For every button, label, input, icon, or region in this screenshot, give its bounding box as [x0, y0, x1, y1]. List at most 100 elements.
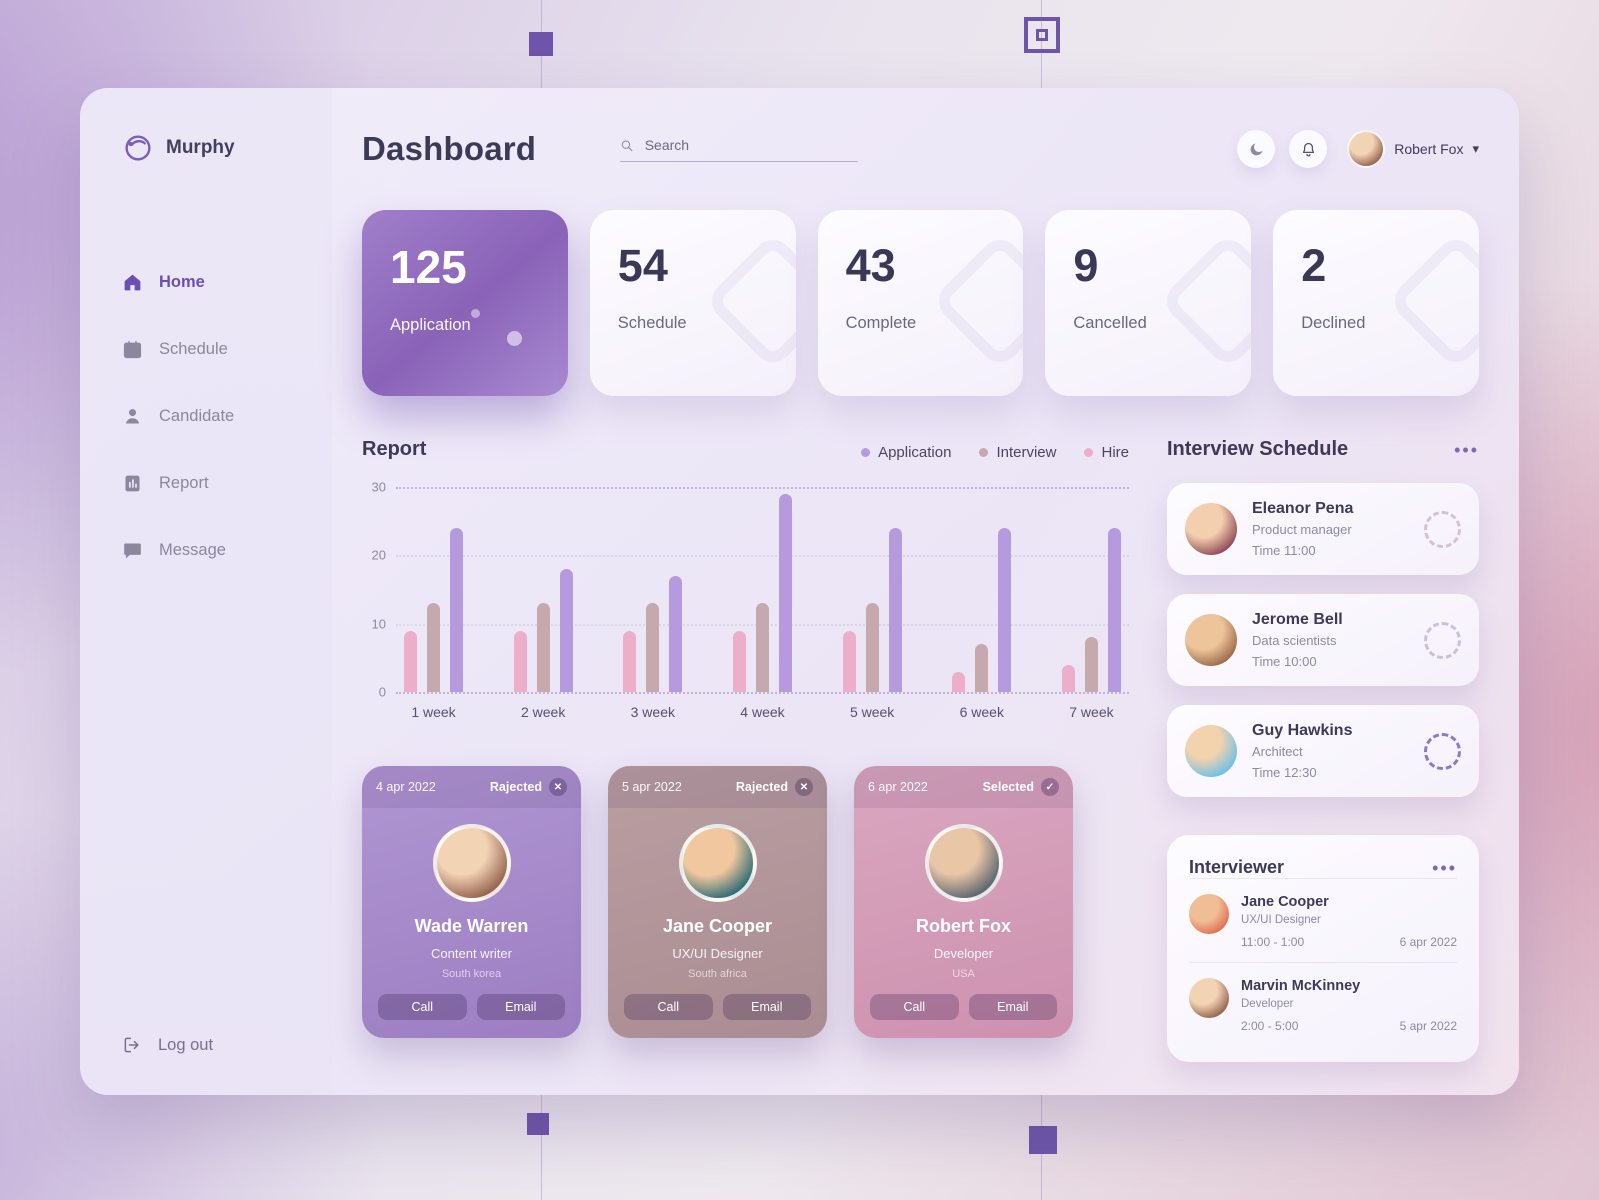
chart-legend: Application Interview Hire — [861, 444, 1129, 461]
sidebar-item-message[interactable]: Message — [122, 540, 332, 561]
stat-card-declined[interactable]: 2 Declined — [1273, 210, 1479, 396]
schedule-card[interactable]: Eleanor Pena Product manager Time 11:00 — [1167, 483, 1479, 575]
candidate-country: South africa — [688, 968, 747, 980]
stat-card-application[interactable]: 125 Application — [362, 210, 568, 396]
logout-button[interactable]: Log out — [122, 1035, 332, 1055]
y-tick-label: 30 — [371, 479, 386, 495]
bar-hire — [952, 671, 966, 692]
x-tick-label: 6 week — [959, 704, 1004, 720]
candidate-avatar — [432, 824, 511, 902]
schedule-name: Guy Hawkins — [1252, 722, 1353, 739]
report-chart: 0 10 20 30 — [362, 480, 1129, 700]
candidate-role: Content writer — [431, 946, 512, 961]
rejected-icon[interactable]: ✕ — [549, 778, 567, 796]
decor-square — [529, 32, 553, 56]
interviewer-date: 5 apr 2022 — [1399, 1019, 1457, 1033]
schedule-time: Time 10:00 — [1252, 654, 1317, 669]
legend-label: Application — [878, 444, 952, 461]
notifications-button[interactable] — [1289, 130, 1328, 168]
bar-interview — [536, 603, 550, 692]
bar-group-6-week — [952, 487, 1012, 692]
dark-mode-button[interactable] — [1237, 130, 1276, 168]
legend-label: Interview — [996, 444, 1057, 461]
candidate-avatar — [924, 824, 1003, 902]
interviewer-title: Interviewer — [1189, 857, 1285, 877]
status-badge: Rajected ✕ — [736, 778, 813, 796]
report-icon — [125, 475, 140, 492]
x-tick-label: 2 week — [520, 704, 566, 720]
interviewer-name: Marvin McKinney — [1241, 978, 1361, 994]
status-badge: Rajected ✕ — [490, 778, 567, 796]
candidate-card[interactable]: 6 apr 2022 Selected ✓ Robert Fox Develop… — [854, 766, 1073, 1038]
chart-x-axis: 1 week 2 week 3 week 4 week 5 week 6 week 7 we… — [396, 704, 1129, 720]
stat-card-complete[interactable]: 43 Complete — [817, 210, 1024, 396]
sidebar-item-home[interactable]: Home — [122, 272, 332, 293]
stat-value: 2 — [1301, 240, 1327, 291]
bar-group-3-week — [623, 487, 683, 692]
interviewer-role: UX/UI Designer — [1241, 914, 1321, 926]
stat-card-cancelled[interactable]: 9 Cancelled — [1045, 210, 1252, 396]
interviewer-row[interactable]: Marvin McKinney Developer 2:00 - 5:00 5 … — [1189, 962, 1457, 1046]
stat-card-schedule[interactable]: 54 Schedule — [589, 210, 796, 396]
profile-menu[interactable]: Robert Fox ▾ — [1347, 130, 1479, 168]
stat-label: Cancelled — [1073, 314, 1147, 332]
interviewer-name: Jane Cooper — [1241, 894, 1329, 910]
chevron-down-icon: ▾ — [1472, 141, 1479, 156]
legend-item-application: Application — [861, 444, 951, 461]
schedule-card[interactable]: Guy Hawkins Architect Time 12:30 — [1167, 705, 1479, 797]
sidebar-item-label: Candidate — [159, 407, 235, 425]
schedule-role: Data scientists — [1252, 633, 1337, 648]
x-tick-label: 7 week — [1069, 704, 1114, 720]
legend-label: Hire — [1101, 444, 1129, 461]
interviewer-date: 6 apr 2022 — [1399, 935, 1457, 949]
more-icon[interactable]: ••• — [1454, 439, 1479, 460]
moon-icon — [1250, 142, 1263, 155]
candidate-card-header: 6 apr 2022 Selected ✓ — [854, 766, 1073, 808]
call-button[interactable]: Call — [870, 994, 959, 1020]
candidate-country: USA — [952, 968, 975, 980]
more-icon[interactable]: ••• — [1432, 857, 1457, 878]
bar-application — [888, 528, 902, 692]
bell-icon — [1302, 142, 1314, 156]
interviewer-time: 11:00 - 1:00 — [1241, 935, 1305, 949]
legend-item-interview: Interview — [979, 444, 1056, 461]
call-button[interactable]: Call — [378, 994, 467, 1020]
stat-label: Application — [390, 316, 471, 334]
email-button[interactable]: Email — [476, 994, 565, 1020]
sidebar: Murphy Home Schedule Candidate Report — [80, 88, 332, 1095]
interviewer-row[interactable]: Jane Cooper UX/UI Designer 11:00 - 1:00 … — [1189, 878, 1457, 962]
top-right-controls: Robert Fox ▾ — [1237, 130, 1479, 168]
candidate-date: 4 apr 2022 — [376, 780, 436, 794]
decor-square — [1029, 1126, 1057, 1154]
search-input[interactable] — [642, 136, 859, 154]
email-button[interactable]: Email — [968, 994, 1057, 1020]
sidebar-item-candidate[interactable]: Candidate — [122, 406, 332, 427]
right-column: Interview Schedule ••• Eleanor Pena Prod… — [1167, 438, 1479, 1065]
candidate-card[interactable]: 4 apr 2022 Rajected ✕ Wade Warren Conten… — [362, 766, 581, 1038]
candidate-card[interactable]: 5 apr 2022 Rajected ✕ Jane Cooper UX/UI … — [608, 766, 827, 1038]
call-button[interactable]: Call — [624, 994, 713, 1020]
bar-hire — [513, 630, 527, 692]
gridline — [396, 555, 1129, 558]
legend-dot — [861, 448, 871, 457]
schedule-avatar — [1185, 614, 1237, 666]
email-button[interactable]: Email — [722, 994, 811, 1020]
candidate-name: Jane Cooper — [662, 916, 773, 936]
interviewer-avatar — [1189, 978, 1229, 1018]
main-content: Dashboard Robert Fox ▾ — [332, 88, 1519, 1095]
rejected-icon[interactable]: ✕ — [795, 778, 813, 796]
sidebar-item-report[interactable]: Report — [122, 473, 332, 494]
bar-group-2-week — [513, 487, 573, 692]
selected-icon[interactable]: ✓ — [1041, 778, 1059, 796]
y-tick-label: 0 — [378, 684, 386, 700]
top-bar: Dashboard Robert Fox ▾ — [362, 130, 1479, 168]
schedule-avatar — [1185, 725, 1237, 777]
progress-ring-icon — [1424, 621, 1461, 659]
schedule-card[interactable]: Jerome Bell Data scientists Time 10:00 — [1167, 594, 1479, 686]
report-section: Report Application Interview Hire 0 10 20 30 … — [362, 438, 1129, 1065]
logout-icon — [124, 1037, 139, 1053]
sidebar-item-schedule[interactable]: Schedule — [122, 339, 332, 360]
stat-value: 54 — [617, 240, 668, 291]
murphy-logo-icon — [125, 135, 151, 161]
bar-hire — [732, 630, 746, 692]
